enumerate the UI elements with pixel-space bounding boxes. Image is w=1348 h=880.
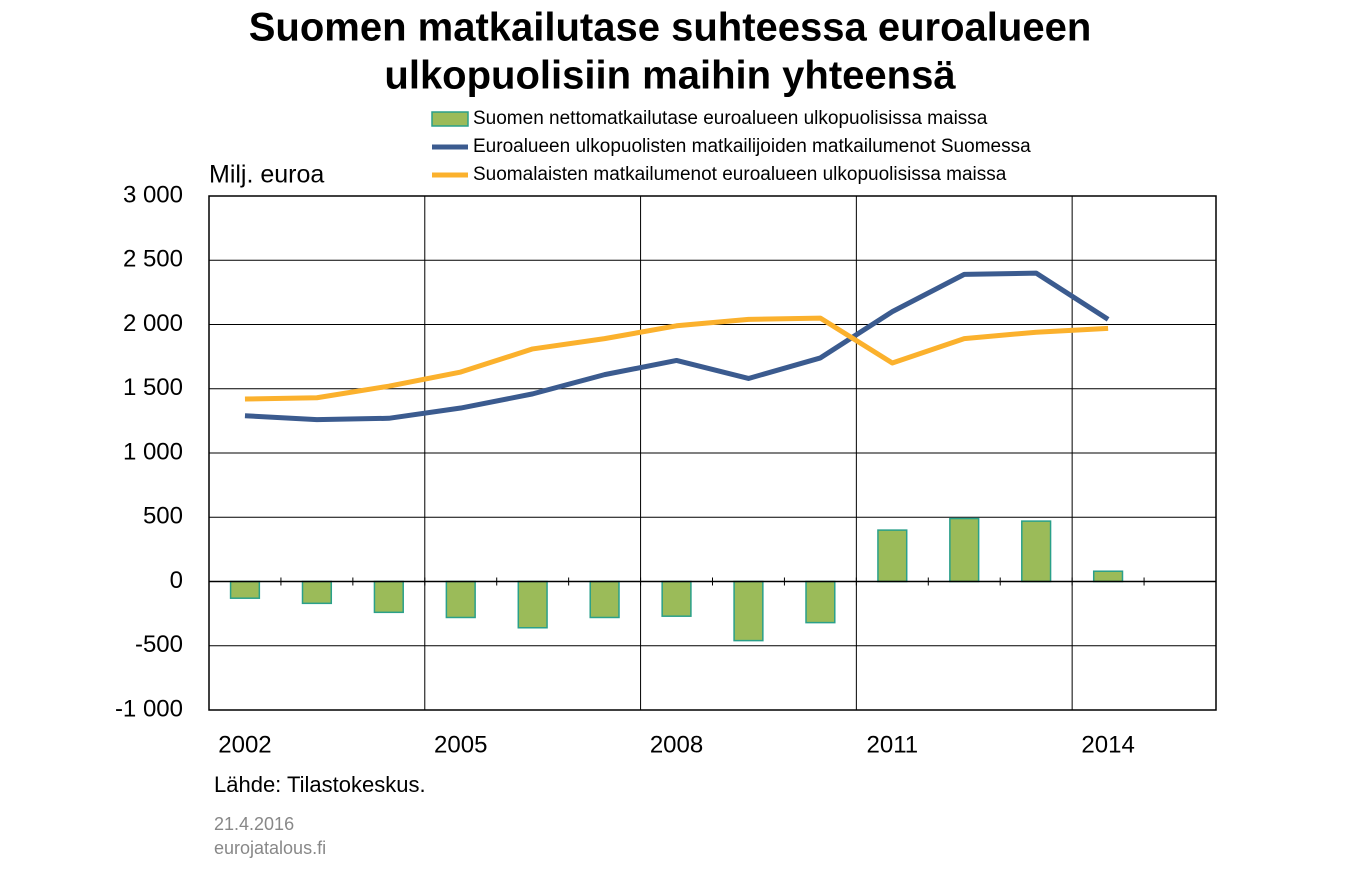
y-tick-label: 3 000 xyxy=(123,181,183,208)
y-tick-label: 2 500 xyxy=(123,246,183,273)
bar xyxy=(805,580,836,624)
bar xyxy=(1092,570,1124,583)
chart-title: ulkopuolisiin maihin yhteensä xyxy=(384,54,956,98)
bar xyxy=(877,529,908,583)
bar xyxy=(733,580,764,642)
y-tick-label: 2 000 xyxy=(123,310,183,337)
y-tick-label: -500 xyxy=(135,631,183,658)
x-tick-label: 2011 xyxy=(867,731,919,758)
date: 21.4.2016 xyxy=(214,814,294,834)
bar xyxy=(301,580,333,605)
x-tick-label: 2008 xyxy=(650,731,703,758)
y-tick-label: -1 000 xyxy=(115,695,183,722)
line xyxy=(244,270,1110,423)
chart-title: Suomen matkailutase suhteessa euroalueen xyxy=(249,6,1092,50)
bar xyxy=(517,580,548,629)
bar xyxy=(949,517,980,583)
y-tick-label: 1 500 xyxy=(123,374,183,401)
plot-frame xyxy=(208,195,1217,711)
legend-label: Suomalaisten matkailumenot euroalueen ul… xyxy=(473,164,1007,185)
bar xyxy=(373,580,404,614)
site: eurojatalous.fi xyxy=(214,838,326,858)
line xyxy=(244,315,1109,402)
legend-label: Euroalueen ulkopuolisten matkailijoiden … xyxy=(473,136,1031,157)
legend-label: Suomen nettomatkailutase euroalueen ulko… xyxy=(473,108,988,129)
bar xyxy=(445,580,476,619)
y-tick-label: 1 000 xyxy=(123,438,183,465)
y-axis-label: Milj. euroa xyxy=(209,161,324,189)
x-tick-label: 2002 xyxy=(218,731,271,758)
source: Lähde: Tilastokeskus. xyxy=(214,772,426,797)
y-tick-label: 0 xyxy=(170,567,183,594)
bar xyxy=(229,580,261,599)
legend-swatch xyxy=(431,111,469,127)
x-tick-label: 2014 xyxy=(1081,731,1134,758)
bar xyxy=(1021,520,1052,583)
y-tick-label: 500 xyxy=(143,503,183,530)
bar xyxy=(661,580,692,617)
x-tick-label: 2005 xyxy=(434,731,487,758)
bar xyxy=(589,580,620,619)
